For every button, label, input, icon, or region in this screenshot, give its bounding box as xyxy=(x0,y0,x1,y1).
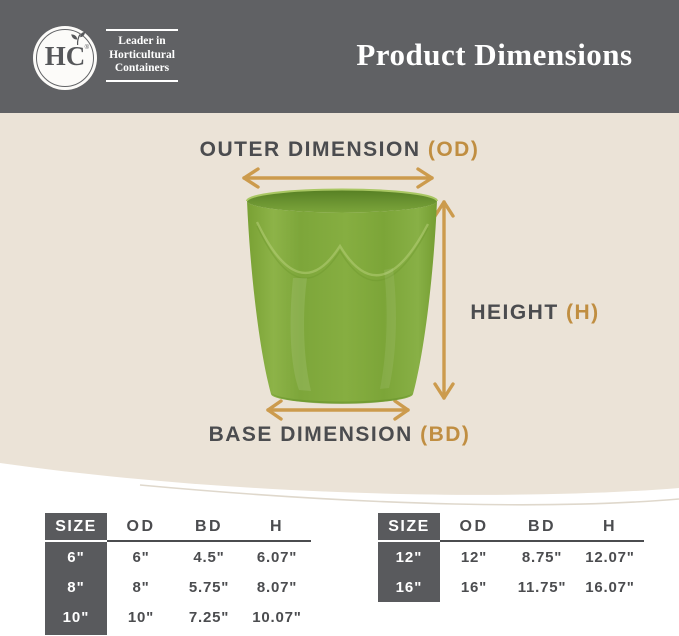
table-row: 10" 10" 7.25" 10.07" xyxy=(45,602,311,632)
bd-cell: 11.75" xyxy=(517,578,567,596)
table-row: 12" 12" 8.75" 12.07" xyxy=(378,542,644,572)
column-header-od: OD xyxy=(107,513,175,542)
size-cell: 12" xyxy=(378,542,440,572)
height-label: HEIGHT (H) xyxy=(450,302,620,324)
brand-logo: HC ® xyxy=(33,26,97,90)
column-header-h: H xyxy=(243,513,311,542)
table-header-row: SIZE OD BD H xyxy=(378,513,644,542)
bd-cell: 4.5" xyxy=(193,548,225,566)
size-column-footer xyxy=(45,632,107,635)
od-cell: 8" xyxy=(132,578,150,596)
page-title: Product Dimensions xyxy=(356,37,633,72)
size-table-small: SIZE OD BD H 6" 6" 4.5" 6.07" 8" 8" 5.75… xyxy=(45,513,311,635)
tagline-rule-top xyxy=(106,29,178,31)
tagline-line: Containers xyxy=(114,62,170,75)
table-header-row: SIZE OD BD H xyxy=(45,513,311,542)
header-bar: HC ® Leader in Horticultural Containers … xyxy=(0,0,679,115)
base-dimension-arrow-icon xyxy=(266,399,410,421)
column-header-bd: BD xyxy=(175,513,243,542)
base-dimension-text: BASE DIMENSION xyxy=(208,423,413,446)
od-cell: 16" xyxy=(460,578,488,596)
h-cell: 6.07" xyxy=(256,548,298,566)
h-cell: 16.07" xyxy=(585,578,635,596)
logo-monogram: HC xyxy=(44,41,86,71)
table-row: 8" 8" 5.75" 8.07" xyxy=(45,572,311,602)
height-arrow-icon xyxy=(433,200,455,400)
logo-ring xyxy=(36,29,94,87)
tagline-line: Leader in xyxy=(118,35,166,47)
od-cell: 12" xyxy=(460,548,488,566)
outer-dimension-arrow-icon xyxy=(242,167,434,189)
size-cell: 10" xyxy=(45,602,107,632)
h-cell: 8.07" xyxy=(256,578,298,596)
size-cell: 16" xyxy=(378,572,440,602)
size-table-large: SIZE OD BD H 12" 12" 8.75" 12.07" 16" 16… xyxy=(378,513,644,602)
column-header-size: SIZE xyxy=(378,513,440,542)
height-abbr: (H) xyxy=(566,301,600,324)
outer-dimension-text: OUTER DIMENSION xyxy=(199,138,421,161)
h-cell: 10.07" xyxy=(252,608,302,626)
height-text: HEIGHT xyxy=(470,301,559,324)
h-cell: 12.07" xyxy=(585,548,635,566)
table-row: 16" 16" 11.75" 16.07" xyxy=(378,572,644,602)
outer-dimension-label: OUTER DIMENSION (OD) xyxy=(0,139,679,161)
outer-dimension-abbr: (OD) xyxy=(427,138,480,161)
od-cell: 10" xyxy=(127,608,155,626)
column-header-bd: BD xyxy=(508,513,576,542)
bd-cell: 5.75" xyxy=(188,578,230,596)
column-header-h: H xyxy=(576,513,644,542)
base-dimension-abbr: (BD) xyxy=(420,423,471,446)
od-cell: 6" xyxy=(132,548,150,566)
bd-cell: 7.25" xyxy=(188,608,230,626)
column-header-od: OD xyxy=(440,513,508,542)
registered-trademark: ® xyxy=(84,45,89,51)
base-dimension-label: BASE DIMENSION (BD) xyxy=(0,424,679,446)
column-header-size: SIZE xyxy=(45,513,107,542)
tagline-line: Horticultural xyxy=(109,48,175,61)
size-cell: 8" xyxy=(45,572,107,602)
tagline-rule-bottom xyxy=(106,79,178,82)
bd-cell: 8.75" xyxy=(521,548,563,566)
brand-tagline: Leader in Horticultural Containers xyxy=(102,29,182,82)
table-row: 6" 6" 4.5" 6.07" xyxy=(45,542,311,572)
size-cell: 6" xyxy=(45,542,107,572)
leaf-sprout-icon xyxy=(71,31,86,46)
plant-pot-image xyxy=(246,188,438,404)
